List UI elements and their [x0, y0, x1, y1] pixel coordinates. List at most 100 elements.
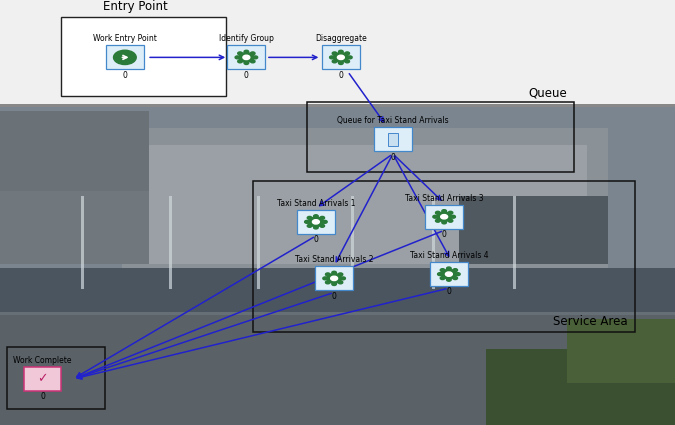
Bar	[253, 181, 634, 332]
Circle shape	[307, 224, 312, 227]
Text: Service Area: Service Area	[553, 315, 628, 328]
Bar	[322, 45, 360, 69]
Circle shape	[442, 221, 446, 224]
Circle shape	[448, 211, 453, 214]
Circle shape	[331, 276, 338, 280]
Circle shape	[440, 269, 445, 272]
Circle shape	[453, 277, 458, 280]
Bar	[315, 266, 353, 290]
Circle shape	[437, 212, 452, 221]
Bar	[106, 45, 144, 69]
Circle shape	[329, 56, 334, 59]
Text: 0: 0	[441, 230, 447, 239]
Circle shape	[348, 56, 352, 59]
Circle shape	[442, 210, 446, 212]
Bar	[227, 45, 265, 69]
Bar	[0, 110, 148, 191]
Circle shape	[433, 215, 437, 218]
Circle shape	[332, 283, 336, 286]
Bar	[61, 17, 226, 96]
Circle shape	[253, 56, 258, 59]
Circle shape	[239, 53, 254, 62]
Text: Work Complete: Work Complete	[14, 356, 72, 365]
Circle shape	[238, 52, 242, 55]
Bar	[81, 196, 84, 289]
Circle shape	[333, 53, 348, 62]
Circle shape	[441, 269, 456, 279]
Text: Queue for Taxi Stand Arrivals: Queue for Taxi Stand Arrivals	[337, 116, 449, 125]
Circle shape	[332, 52, 337, 55]
Circle shape	[244, 62, 248, 65]
Bar	[297, 210, 335, 234]
Circle shape	[238, 60, 242, 63]
Bar	[0, 106, 675, 298]
Circle shape	[325, 281, 330, 284]
Circle shape	[314, 226, 318, 229]
Circle shape	[113, 50, 136, 65]
Bar	[459, 196, 608, 264]
Bar	[24, 367, 61, 391]
Bar	[513, 196, 516, 289]
Text: Work Entry Point: Work Entry Point	[93, 34, 157, 43]
Text: Disaggregate: Disaggregate	[315, 34, 367, 43]
Bar	[0, 191, 148, 264]
Circle shape	[437, 273, 442, 275]
Circle shape	[313, 220, 319, 224]
Bar	[425, 205, 463, 229]
Circle shape	[243, 55, 250, 60]
Circle shape	[341, 277, 346, 280]
Circle shape	[320, 216, 325, 219]
Circle shape	[323, 221, 327, 223]
Text: Taxi Stand Arrivals 3: Taxi Stand Arrivals 3	[405, 194, 483, 203]
Circle shape	[314, 215, 318, 218]
Circle shape	[446, 272, 452, 276]
Bar	[432, 196, 435, 289]
Circle shape	[332, 271, 336, 274]
Circle shape	[327, 274, 342, 283]
Bar	[0, 312, 675, 314]
Bar	[169, 196, 172, 289]
Text: 0: 0	[40, 392, 45, 401]
Circle shape	[339, 62, 343, 65]
Bar	[486, 348, 675, 425]
Bar	[307, 102, 574, 172]
Circle shape	[332, 60, 337, 63]
Text: 0: 0	[313, 235, 319, 244]
Bar	[351, 196, 354, 289]
Circle shape	[338, 273, 343, 276]
Circle shape	[250, 60, 255, 63]
Circle shape	[323, 277, 327, 280]
Text: 0: 0	[390, 153, 396, 162]
Circle shape	[453, 269, 458, 272]
Circle shape	[338, 281, 343, 284]
Text: Entry Point: Entry Point	[103, 0, 167, 13]
Circle shape	[345, 60, 350, 63]
Circle shape	[325, 273, 330, 276]
Text: 0: 0	[446, 287, 452, 296]
Bar	[148, 144, 587, 264]
Text: 0: 0	[122, 71, 128, 79]
Bar	[430, 262, 468, 286]
Bar	[256, 196, 260, 289]
Text: 0: 0	[338, 71, 344, 79]
Circle shape	[345, 52, 350, 55]
Bar	[0, 314, 675, 425]
Circle shape	[304, 221, 309, 223]
Circle shape	[250, 52, 255, 55]
Bar	[0, 0, 675, 104]
Bar	[122, 128, 608, 276]
Text: Queue: Queue	[529, 87, 567, 100]
Circle shape	[447, 267, 451, 270]
Circle shape	[435, 211, 440, 214]
Circle shape	[338, 55, 344, 60]
Circle shape	[244, 50, 248, 53]
Circle shape	[448, 219, 453, 222]
Circle shape	[307, 216, 312, 219]
Circle shape	[441, 215, 448, 219]
Circle shape	[235, 56, 240, 59]
Circle shape	[308, 217, 323, 227]
Circle shape	[440, 277, 445, 280]
Circle shape	[320, 224, 325, 227]
Circle shape	[451, 215, 456, 218]
Text: Taxi Stand Arrivals 1: Taxi Stand Arrivals 1	[277, 199, 355, 208]
